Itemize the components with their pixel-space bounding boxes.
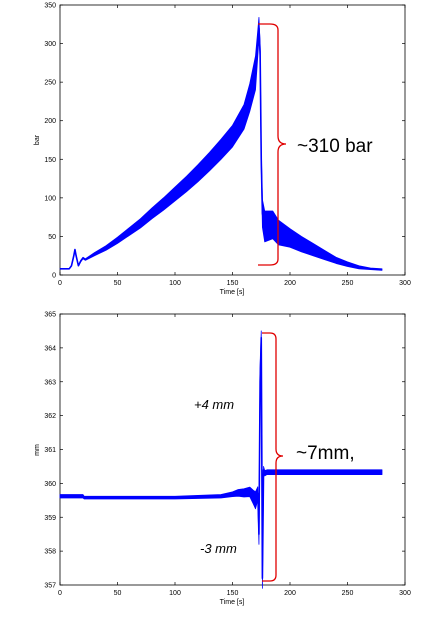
displacement-xtick-label: 300	[399, 590, 411, 597]
pressure-xtick-label: 200	[284, 280, 296, 287]
displacement-xlabel: Time [s]	[220, 599, 245, 606]
displacement-ylabel: mm	[34, 444, 41, 456]
displacement-marks	[59, 330, 383, 589]
displacement-series-band	[59, 330, 383, 589]
pressure-ylabel: bar	[34, 134, 41, 145]
displacement-xtick-label: 0	[58, 590, 62, 597]
pressure-bracket	[258, 23, 287, 266]
pressure-xtick-label: 100	[169, 280, 181, 287]
displacement-xtick-label: 150	[227, 590, 239, 597]
pressure-ytick-label: 50	[48, 234, 56, 241]
pressure-xtick-label: 300	[399, 280, 411, 287]
pressure-ytick-label: 100	[44, 195, 56, 202]
annotation-7mm: ~7mm,	[296, 443, 355, 464]
displacement-ticks: 0 50 100 150 200 250 300 357 358 359 360 361 362 363 3…	[44, 312, 411, 598]
annotation-plus-4mm: +4 mm	[194, 397, 234, 412]
displacement-ytick-label: 359	[44, 515, 56, 522]
displacement-xtick-label: 250	[342, 590, 354, 597]
pressure-marks	[59, 16, 383, 271]
pressure-annotation: ~310 bar	[297, 136, 373, 157]
displacement-ytick-label: 362	[44, 413, 56, 420]
pressure-xlabel: Time [s]	[220, 289, 245, 296]
displacement-bracket	[262, 332, 284, 582]
pressure-xtick-label: 0	[58, 280, 62, 287]
annotation-minus-3mm: -3 mm	[200, 541, 237, 556]
displacement-series-line	[60, 336, 382, 580]
displacement-xtick-label: 200	[284, 590, 296, 597]
pressure-ytick-label: 250	[44, 80, 56, 87]
pressure-ytick-label: 300	[44, 41, 56, 48]
displacement-ytick-label: 360	[44, 481, 56, 488]
pressure-xtick-label: 150	[227, 280, 239, 287]
displacement-ytick-label: 363	[44, 379, 56, 386]
pressure-series-line	[60, 27, 383, 271]
displacement-chart: 0 50 100 150 200 250 300 357 358 359 360 361 362 363 3…	[34, 312, 411, 607]
displacement-xtick-label: 50	[114, 590, 122, 597]
displacement-ytick-label: 358	[44, 549, 56, 556]
displacement-ytick-label: 364	[44, 345, 56, 352]
pressure-ytick-label: 200	[44, 118, 56, 125]
displacement-ytick-label: 361	[44, 447, 56, 454]
displacement-ytick-label: 365	[44, 312, 56, 319]
displacement-ytick-label: 357	[44, 583, 56, 590]
pressure-chart: 0 50 100 150 200 250 300050100150200250300350 …	[34, 3, 411, 297]
displacement-xtick-label: 100	[169, 590, 181, 597]
pressure-ticks: 0 50 100 150 200 250 300 0 50 100 150 200 250 300 350	[44, 3, 411, 288]
pressure-ytick-label: 350	[44, 3, 56, 10]
pressure-ytick-label: 150	[44, 157, 56, 164]
pressure-xtick-label: 250	[342, 280, 354, 287]
pressure-ytick-label: 0	[52, 273, 56, 280]
pressure-xtick-label: 50	[114, 280, 122, 287]
